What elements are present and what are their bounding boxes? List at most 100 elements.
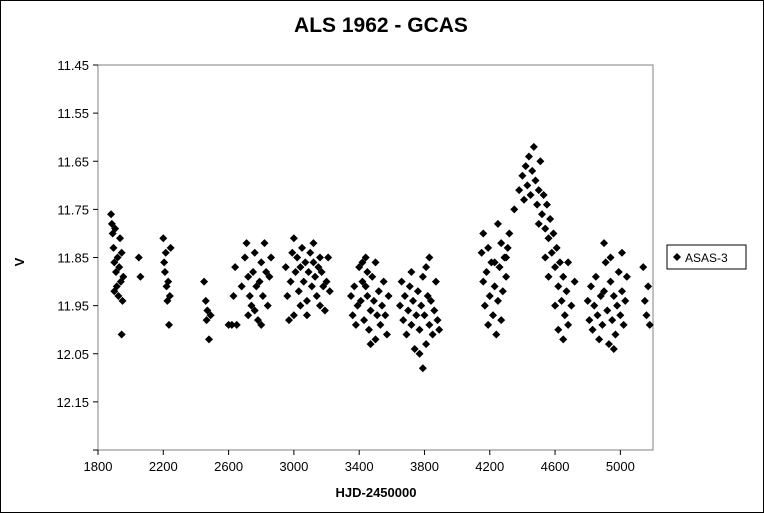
data-point xyxy=(289,234,298,243)
data-point xyxy=(205,335,213,344)
data-point xyxy=(425,320,434,329)
data-point xyxy=(361,253,370,262)
data-point xyxy=(395,301,404,310)
x-tick-label: 1800 xyxy=(84,459,113,474)
data-point xyxy=(518,171,527,180)
data-point xyxy=(559,272,568,281)
data-point xyxy=(404,306,413,315)
data-point xyxy=(358,277,367,286)
data-point xyxy=(564,320,573,329)
data-point xyxy=(409,296,418,305)
data-point xyxy=(229,292,238,300)
data-point xyxy=(161,248,170,257)
y-tick-label: 11.95 xyxy=(57,299,89,314)
data-point xyxy=(616,311,625,320)
data-point xyxy=(255,277,264,286)
data-point xyxy=(588,325,597,334)
data-point xyxy=(289,311,298,320)
data-point xyxy=(355,263,364,272)
data-point xyxy=(165,292,174,300)
data-point xyxy=(541,253,550,262)
data-point xyxy=(591,272,600,281)
y-tick-label: 11.45 xyxy=(57,58,89,73)
data-point xyxy=(498,287,507,296)
data-point xyxy=(201,296,210,305)
data-point xyxy=(606,277,615,286)
data-point xyxy=(202,316,211,325)
data-point xyxy=(642,311,651,320)
data-point xyxy=(160,267,169,276)
data-point xyxy=(534,186,543,195)
data-point xyxy=(314,263,323,272)
data-point xyxy=(288,248,297,257)
data-point xyxy=(495,263,504,272)
data-point xyxy=(399,316,408,325)
data-point xyxy=(521,162,530,171)
data-point xyxy=(240,253,249,262)
data-point xyxy=(306,248,315,257)
data-point xyxy=(114,292,123,300)
data-point xyxy=(490,282,499,291)
data-point xyxy=(606,253,615,262)
data-point xyxy=(614,267,623,276)
data-point xyxy=(622,272,631,281)
data-point xyxy=(317,267,326,276)
data-point xyxy=(611,330,620,339)
data-point xyxy=(410,344,419,353)
data-point xyxy=(547,248,556,257)
data-point xyxy=(284,316,293,325)
data-points xyxy=(107,142,654,373)
x-tick-label: 3000 xyxy=(279,459,308,474)
data-point xyxy=(539,190,548,199)
data-point xyxy=(515,186,524,195)
y-tick-label: 11.55 xyxy=(57,106,89,121)
data-point xyxy=(490,258,499,267)
data-point xyxy=(497,316,506,325)
data-point xyxy=(645,320,654,329)
y-tick-label: 11.65 xyxy=(57,154,89,169)
data-point xyxy=(110,287,119,296)
data-point xyxy=(298,243,307,252)
data-point xyxy=(600,239,609,248)
x-tick-label: 2200 xyxy=(149,459,178,474)
data-point xyxy=(415,349,424,358)
data-point xyxy=(296,263,305,272)
x-tick-label: 5000 xyxy=(606,459,635,474)
data-point xyxy=(417,301,426,310)
data-point xyxy=(368,272,377,281)
data-point xyxy=(608,316,617,325)
data-point xyxy=(570,277,579,286)
data-point xyxy=(316,301,324,310)
data-point xyxy=(405,282,414,291)
data-point xyxy=(538,210,546,219)
data-point xyxy=(549,229,558,238)
data-point xyxy=(231,263,240,272)
data-point xyxy=(291,267,300,276)
data-point xyxy=(644,282,653,291)
data-point xyxy=(603,306,612,315)
data-point xyxy=(115,263,124,272)
data-point xyxy=(554,282,563,291)
data-point xyxy=(245,292,254,300)
data-point xyxy=(567,301,576,310)
data-point xyxy=(544,234,553,243)
data-point xyxy=(111,224,120,233)
data-point xyxy=(400,292,409,300)
data-point xyxy=(320,306,329,315)
data-point xyxy=(299,277,308,286)
data-point xyxy=(609,292,618,300)
data-point xyxy=(542,200,551,209)
data-point xyxy=(397,277,406,286)
data-point xyxy=(502,272,511,281)
data-point xyxy=(304,267,313,276)
data-point xyxy=(435,325,444,334)
data-point xyxy=(564,258,573,267)
data-point xyxy=(541,224,550,233)
data-point xyxy=(586,282,595,291)
data-point xyxy=(551,301,560,310)
data-point xyxy=(560,311,569,320)
data-point xyxy=(621,296,630,305)
data-point xyxy=(325,287,334,296)
data-point xyxy=(415,325,424,334)
data-point xyxy=(302,296,311,305)
